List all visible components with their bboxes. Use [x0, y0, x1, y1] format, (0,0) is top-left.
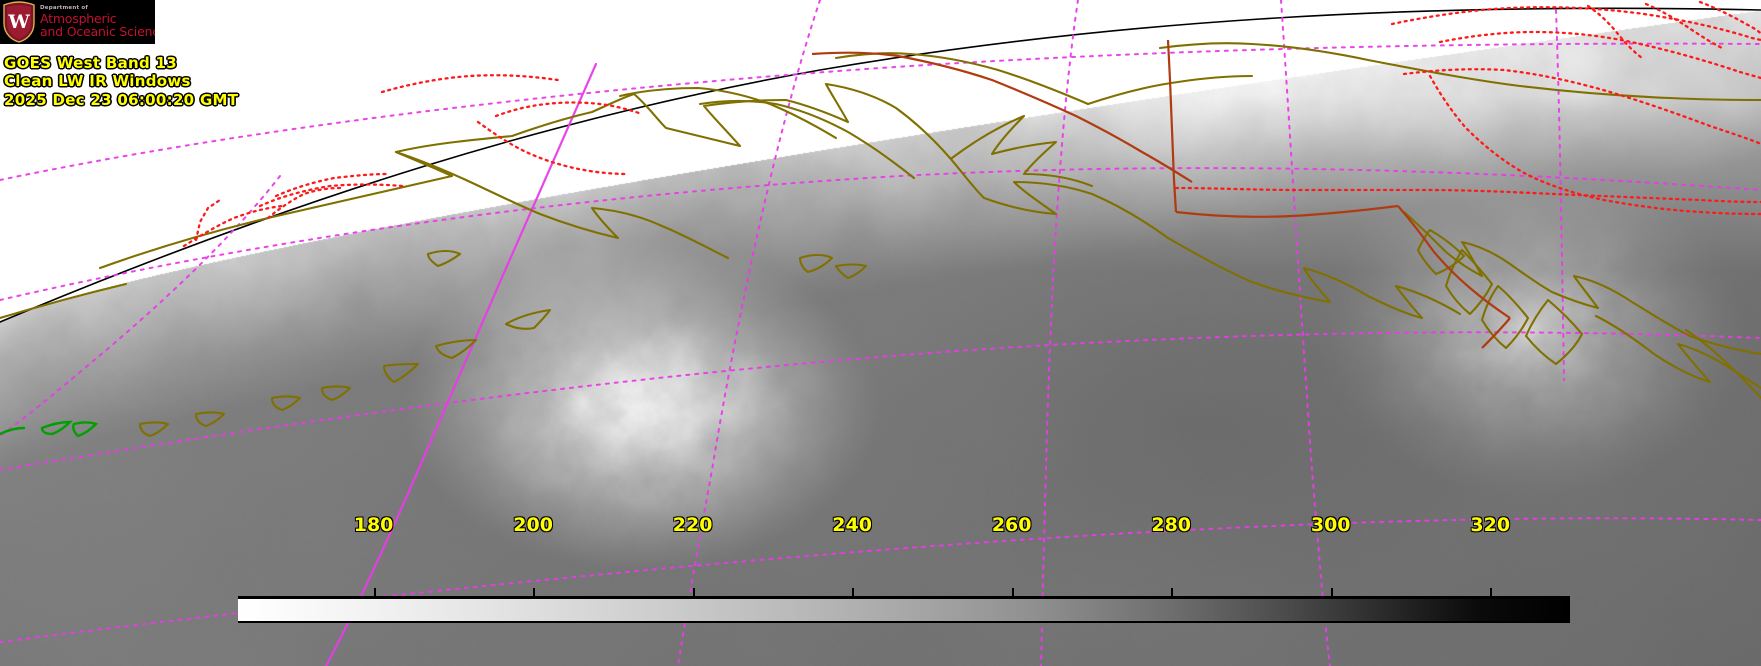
logo-department-line: Department of: [40, 4, 88, 11]
crest-inner: [7, 5, 31, 39]
crest-letter-w: W: [7, 11, 30, 33]
uw-crest-icon: W: [3, 1, 35, 43]
logo-main-line-2: and Oceanic Sciences: [40, 23, 155, 39]
logo-text-block: Department of Atmospheric and Oceanic Sc…: [40, 4, 155, 39]
uw-madison-aos-logo: W Department of Atmospheric and Oceanic …: [0, 0, 155, 44]
logo-main-line-1: Atmospheric: [40, 10, 117, 26]
